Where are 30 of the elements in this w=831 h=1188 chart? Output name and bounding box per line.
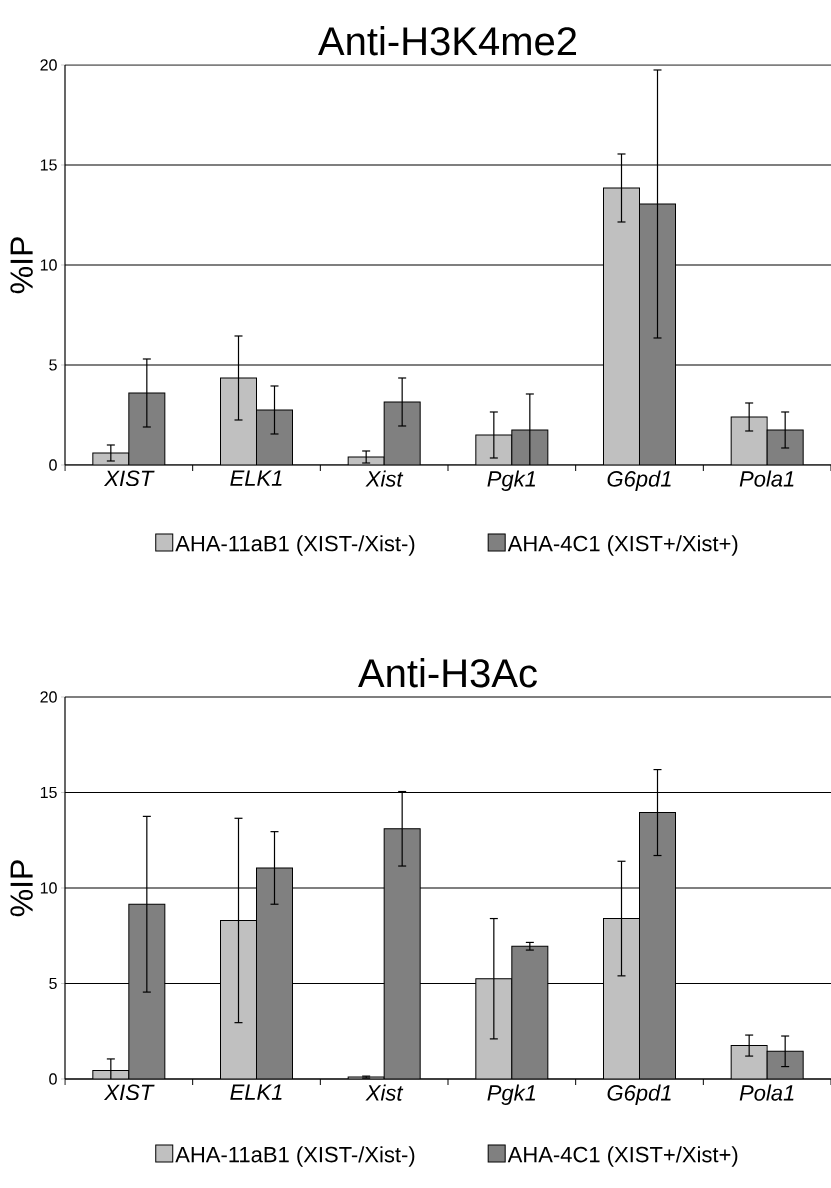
- y-tick-label: 20: [40, 691, 57, 703]
- x-tick-label: XIST: [103, 470, 155, 487]
- legend-label: AHA-4C1 (XIST+/Xist+): [507, 535, 738, 556]
- y-axis-title: %IP: [10, 860, 33, 917]
- x-tick-label: Xist: [365, 470, 404, 487]
- x-tick-label: ELK1: [230, 470, 282, 486]
- x-tick-label: Pgk1: [487, 1084, 536, 1106]
- y-tick-label: 10: [40, 259, 57, 271]
- chart-title: Anti-H3Ac: [358, 658, 537, 688]
- legend-label: AHA-4C1 (XIST+/Xist+): [507, 1146, 738, 1167]
- y-tick-label: 0: [49, 459, 57, 471]
- x-tick-label: G6pd1: [607, 1084, 671, 1106]
- y-tick-label: 10: [40, 882, 57, 894]
- x-tick-label: G6pd1: [607, 470, 671, 492]
- y-tick-label: 0: [49, 1073, 57, 1085]
- y-tick-label: 5: [49, 359, 57, 371]
- y-tick-label: 15: [40, 159, 57, 171]
- x-tick-label: ELK1: [230, 1084, 282, 1100]
- x-tick-label: Xist: [365, 1084, 404, 1101]
- x-tick-label: XIST: [103, 1084, 155, 1101]
- x-tick-label: Pola1: [739, 470, 794, 487]
- y-tick-label: 15: [40, 786, 57, 799]
- y-tick-label: 5: [49, 977, 57, 990]
- y-tick-label: 20: [40, 59, 57, 71]
- y-axis-title: %IP: [10, 237, 33, 294]
- x-tick-label: Pola1: [739, 1084, 794, 1101]
- legend-label: AHA-11aB1 (XIST-/Xist-): [175, 1146, 415, 1167]
- chart-title: Anti-H3K4me2: [318, 26, 577, 56]
- legend-label: AHA-11aB1 (XIST-/Xist-): [175, 535, 415, 556]
- x-tick-label: Pgk1: [487, 470, 536, 492]
